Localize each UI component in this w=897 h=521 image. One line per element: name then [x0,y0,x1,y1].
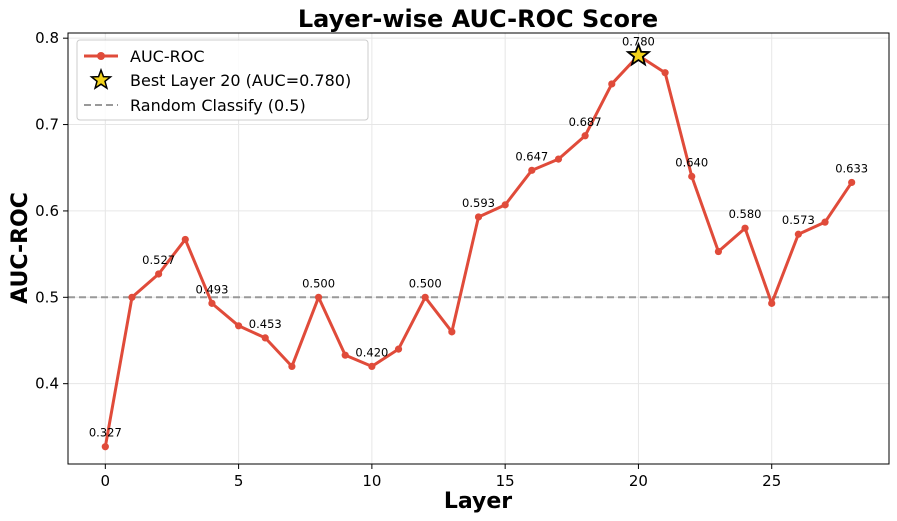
auc-roc-data-point [794,230,802,238]
auc-roc-data-point [688,172,696,180]
data-label: 0.633 [835,161,868,175]
data-label: 0.500 [409,276,442,290]
auc-roc-data-point [528,166,536,174]
data-label: 0.420 [355,345,388,359]
best-point-group [625,41,652,67]
data-label: 0.640 [675,155,708,169]
legend-marker-swatch [97,52,105,60]
data-label: 0.580 [729,207,762,221]
data-label: 0.527 [142,253,175,267]
data-label: 0.647 [515,149,548,163]
auc-roc-data-point [501,201,509,209]
y-axis-label: AUC-ROC [8,192,33,304]
x-tick-label: 10 [362,472,381,490]
data-label: 0.493 [195,282,228,296]
auc-roc-data-point [554,155,563,163]
auc-roc-data-point [741,224,749,232]
auc-roc-data-point [234,322,243,330]
y-tick-label: 0.5 [35,288,59,306]
legend-star-icon [89,67,113,90]
auc-roc-data-point [768,299,776,307]
auc-roc-data-point [128,293,136,301]
auc-roc-data-point [474,213,483,221]
auc-roc-data-point [288,362,296,370]
y-tick-label: 0.4 [35,375,59,393]
legend-reference-label: Random Classify (0.5) [130,96,306,115]
x-tick-label: 5 [234,472,244,490]
auc-roc-data-point [608,80,616,88]
x-tick-label: 20 [629,472,648,490]
auc-roc-data-point [368,362,376,370]
data-labels-group: 0.327 0.527 0.493 0.453 0.500 0.420 0.500 0.593… [89,34,868,439]
data-label: 0.593 [462,196,495,210]
x-tick-label: 15 [496,472,515,490]
y-tick-label: 0.6 [35,202,59,220]
x-axis-label: Layer [444,489,512,514]
data-label: 0.500 [302,276,335,290]
chart-title: Layer-wise AUC-ROC Score [298,5,658,33]
auc-roc-data-point [208,299,216,307]
best-layer-star-marker [625,41,652,67]
axis-ticks: 0 5 10 15 20 25 0.4 0.5 0.6 0.7 0.8 [35,29,781,490]
auc-roc-data-point [848,178,856,187]
auc-roc-data-point [421,293,429,301]
x-tick-label: 25 [762,472,781,490]
legend-series-label: AUC-ROC [130,47,204,66]
auc-roc-data-point [821,218,829,226]
grid [68,33,889,464]
legend-best-label: Best Layer 20 (AUC=0.780) [130,71,351,90]
auc-roc-data-point [448,328,456,336]
plot-frame [67,32,890,465]
auc-roc-data-point [261,334,269,342]
auc-roc-data-point [341,351,349,359]
data-label: 0.687 [569,115,602,129]
auc-roc-data-point [394,345,403,353]
data-label: 0.780 [622,34,655,48]
auc-roc-data-point [314,293,323,301]
legend-box [76,39,369,121]
data-label: 0.327 [89,426,122,440]
data-label: 0.453 [249,317,282,331]
auc-roc-data-point [181,235,189,244]
x-tick-label: 0 [101,472,111,490]
data-label: 0.573 [782,213,815,227]
legend: AUC-ROC Best Layer 20 (AUC=0.780) Random… [76,39,369,121]
auc-roc-data-point [101,443,109,451]
y-tick-label: 0.7 [35,116,59,134]
auc-roc-data-point [661,69,669,77]
auc-roc-data-point [581,132,589,140]
y-tick-label: 0.8 [35,29,59,47]
auc-roc-data-point [714,247,723,256]
auc-roc-data-point [155,270,163,278]
